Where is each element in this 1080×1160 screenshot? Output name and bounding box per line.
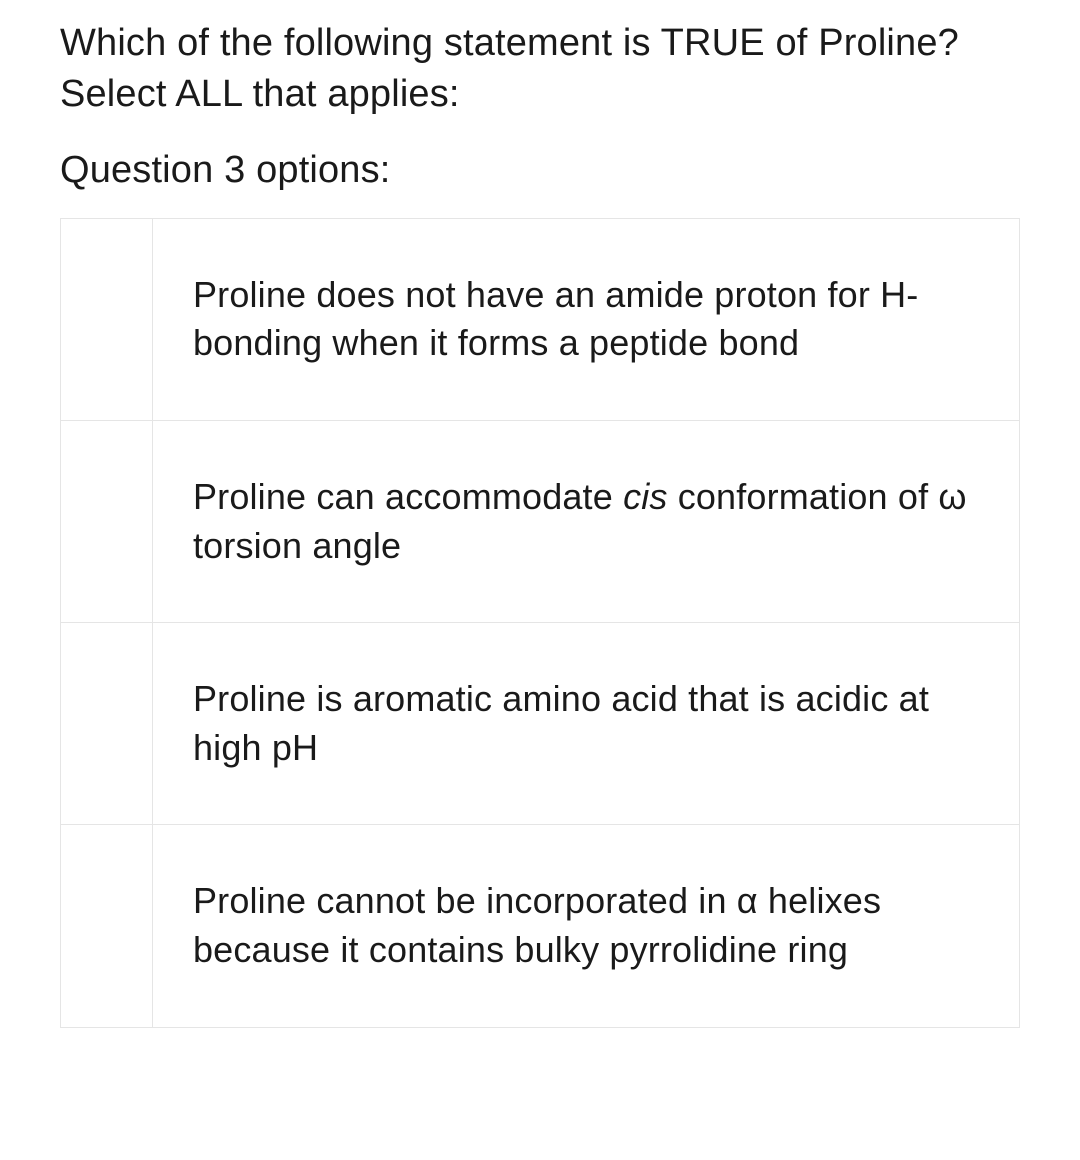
option-row[interactable]: Proline cannot be incorporated in α heli… [61,825,1019,1027]
option-row[interactable]: Proline can accommodate cis conformation… [61,421,1019,623]
question-block: Which of the following statement is TRUE… [0,0,1080,1068]
option-text: Proline cannot be incorporated in α heli… [153,825,1019,1026]
option-text-prefix: Proline does not have an amide proton fo… [193,274,918,364]
option-text-prefix: Proline can accommodate [193,476,623,517]
checkbox-cell[interactable] [61,219,153,420]
checkbox-cell[interactable] [61,623,153,824]
options-label: Question 3 options: [60,145,1020,196]
option-text: Proline does not have an amide proton fo… [153,219,1019,420]
question-stem: Which of the following statement is TRUE… [60,18,1020,121]
option-text: Proline can accommodate cis conformation… [153,421,1019,622]
option-row[interactable]: Proline is aromatic amino acid that is a… [61,623,1019,825]
option-text-italic: cis [623,476,667,517]
option-text-prefix: Proline cannot be incorporated in α heli… [193,880,881,970]
option-text-prefix: Proline is aromatic amino acid that is a… [193,678,929,768]
option-row[interactable]: Proline does not have an amide proton fo… [61,219,1019,421]
options-table: Proline does not have an amide proton fo… [60,218,1020,1028]
checkbox-cell[interactable] [61,421,153,622]
option-text: Proline is aromatic amino acid that is a… [153,623,1019,824]
checkbox-cell[interactable] [61,825,153,1026]
